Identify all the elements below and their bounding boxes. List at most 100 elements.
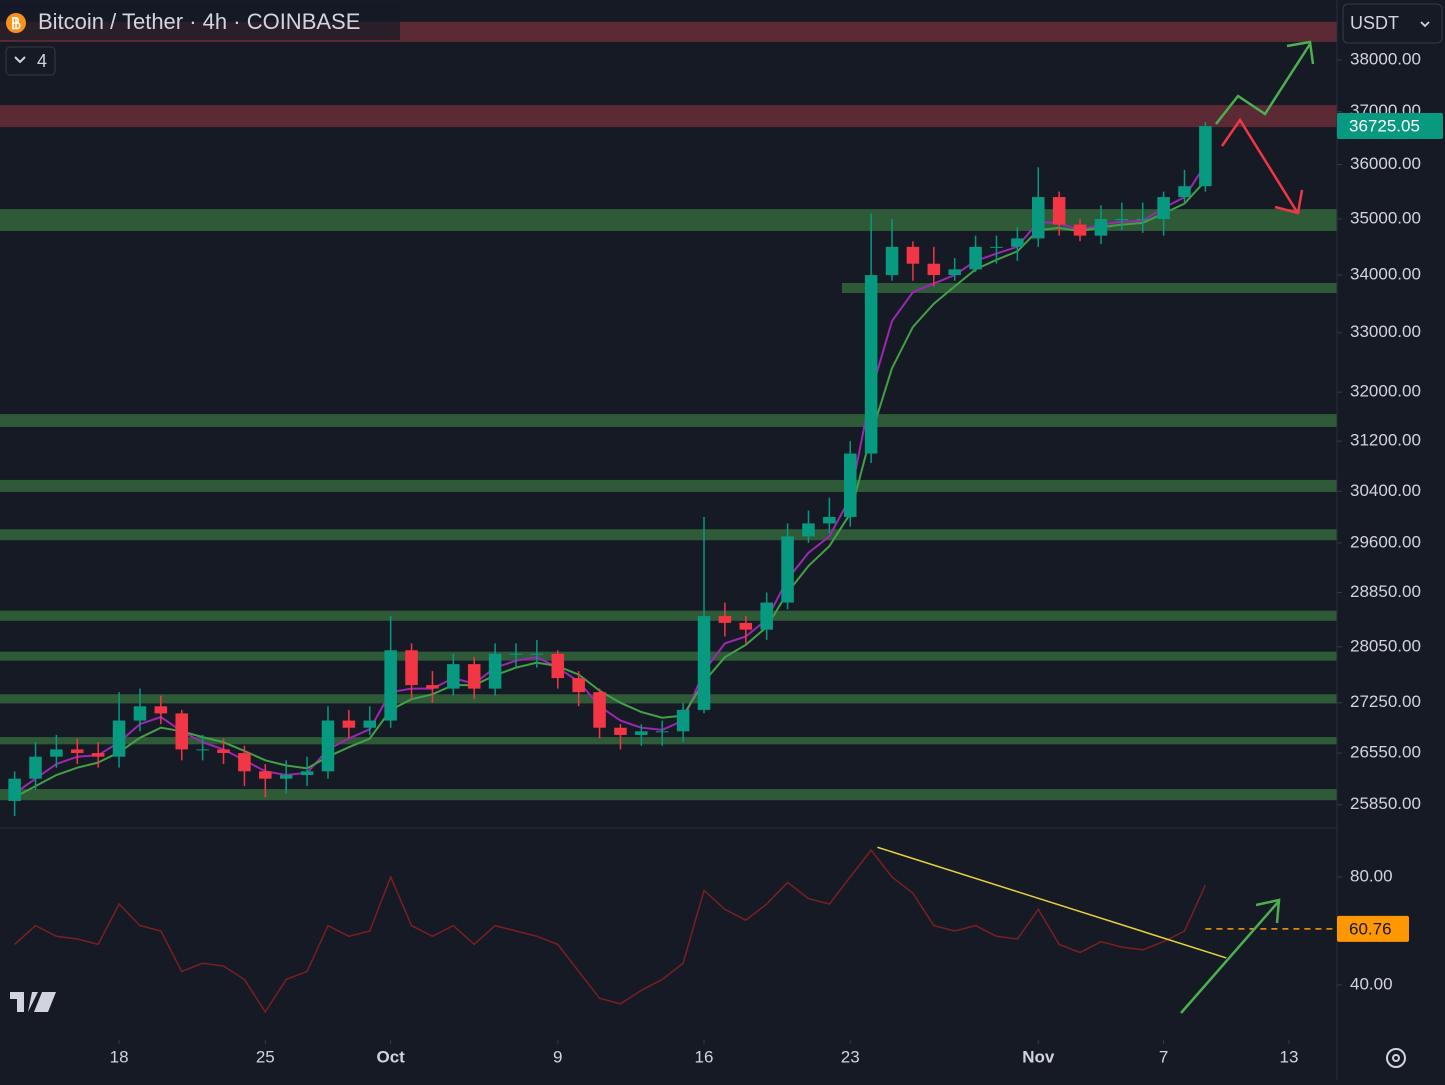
- arrow-up: [1215, 43, 1312, 125]
- plot-area: [0, 21, 1337, 1014]
- last-price-box: [1337, 113, 1443, 140]
- zone: [0, 479, 1337, 492]
- candle-body: [342, 720, 356, 728]
- candle-body: [405, 650, 418, 686]
- last-price-label: 36725.05: [1349, 117, 1420, 136]
- rsi-arrow: [1180, 900, 1280, 1014]
- candle-body: [697, 616, 711, 710]
- x-tick-label: 23: [841, 1047, 860, 1066]
- candle-body: [990, 246, 1003, 248]
- candle-body: [259, 771, 272, 779]
- candle-body: [1199, 126, 1212, 187]
- candle-body: [781, 536, 794, 603]
- candle-body: [300, 771, 314, 776]
- candle-body: [1094, 219, 1108, 236]
- candle-body: [885, 246, 899, 276]
- x-tick-label: 25: [256, 1047, 275, 1066]
- x-tick-label: Oct: [376, 1047, 405, 1066]
- candle-body: [823, 516, 836, 524]
- arrow-head: [1255, 898, 1281, 924]
- candle-body: [718, 616, 732, 623]
- settings-icon-core: [1392, 1054, 1400, 1062]
- candle-body: [279, 775, 293, 779]
- candle-body: [154, 706, 168, 714]
- candle-body: [467, 664, 481, 689]
- candle-body: [196, 749, 209, 751]
- candle-body: [91, 753, 105, 757]
- candle-body: [1073, 224, 1087, 236]
- trendline: [877, 846, 1227, 959]
- y-tick-label: 38000.00: [1350, 50, 1421, 69]
- zone: [0, 209, 1337, 231]
- candle-body: [927, 263, 941, 276]
- candle-body: [71, 749, 84, 754]
- candle-body: [676, 709, 690, 732]
- y-tick-label: 27250.00: [1350, 692, 1421, 711]
- y-tick-label: 31200.00: [1350, 431, 1421, 450]
- y-tick-label: 36000.00: [1350, 154, 1421, 173]
- arrow-head: [1286, 40, 1315, 65]
- chart-title: Bitcoin / Tether · 4h · COINBASE: [38, 9, 360, 34]
- indicator-toggle[interactable]: [5, 46, 56, 76]
- arrow-head: [1274, 189, 1304, 215]
- candle-body: [906, 246, 920, 264]
- zone: [0, 789, 1337, 801]
- candle-body: [1157, 197, 1170, 220]
- y-tick-label: 30400.00: [1350, 481, 1421, 500]
- candle-body: [1178, 186, 1191, 198]
- x-tick-label: 16: [695, 1047, 714, 1066]
- coin-glyph: [12, 17, 21, 30]
- moving-average: [14, 164, 1207, 795]
- logo[interactable]: [10, 992, 56, 1012]
- x-tick-label: 13: [1279, 1047, 1298, 1066]
- settings-icon[interactable]: [1386, 1048, 1406, 1068]
- candle-body: [864, 275, 878, 454]
- rsi-line: [14, 848, 1207, 1014]
- zone: [0, 737, 1337, 745]
- candle-body: [175, 713, 189, 750]
- x-tick-label: 18: [110, 1047, 129, 1066]
- rsi-last-label: 60.76: [1349, 919, 1392, 938]
- currency-select[interactable]: [1342, 3, 1443, 44]
- candle-body: [509, 653, 523, 655]
- candle-body: [384, 650, 397, 721]
- candle-body: [655, 731, 669, 733]
- zone: [0, 414, 1337, 427]
- candle-body: [551, 653, 565, 679]
- candle-body: [50, 749, 63, 757]
- rsi-tick-label: 40.00: [1350, 974, 1393, 993]
- zone: [0, 529, 1337, 541]
- candle-body: [843, 453, 857, 517]
- candle-body: [8, 778, 21, 801]
- candle-body: [29, 756, 42, 779]
- candle-body: [635, 731, 648, 735]
- candle-body: [488, 653, 502, 689]
- candle-body: [112, 720, 126, 757]
- currency: USDT: [1350, 13, 1399, 33]
- x-tick-label: Nov: [1022, 1047, 1055, 1066]
- candle-body: [530, 653, 544, 655]
- candle-body: [760, 602, 773, 630]
- candle-body: [593, 692, 606, 728]
- candle-body: [969, 246, 982, 270]
- y-tick-label: 28050.00: [1350, 636, 1421, 655]
- x-tick-label: 9: [553, 1047, 562, 1066]
- y-tick-label: 35000.00: [1350, 209, 1421, 228]
- y-tick-label: 33000.00: [1350, 322, 1421, 341]
- header-bg: [0, 4, 400, 40]
- candle-body: [217, 749, 230, 754]
- y-tick-label: 26550.00: [1350, 743, 1421, 762]
- chevron: [1420, 21, 1430, 28]
- candle-body: [1031, 197, 1045, 239]
- candle-body: [572, 678, 585, 693]
- candle-body: [238, 753, 251, 772]
- rsi-last-box: [1337, 915, 1409, 942]
- y-tick-label: 25850.00: [1350, 794, 1421, 813]
- chevron: [14, 56, 26, 64]
- y-tick-label: 34000.00: [1350, 265, 1421, 284]
- arrow-down: [1220, 117, 1299, 213]
- candle-body: [426, 685, 439, 689]
- zone: [0, 610, 1337, 621]
- y-tick-label: 32000.00: [1350, 382, 1421, 401]
